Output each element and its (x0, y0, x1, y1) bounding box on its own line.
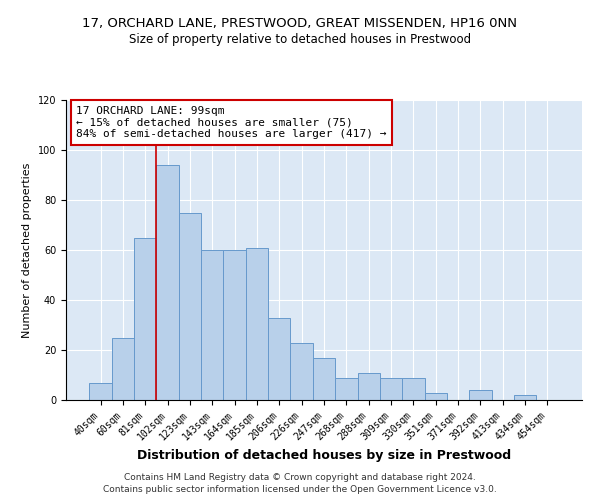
Text: Contains HM Land Registry data © Crown copyright and database right 2024.: Contains HM Land Registry data © Crown c… (124, 472, 476, 482)
Text: 17, ORCHARD LANE, PRESTWOOD, GREAT MISSENDEN, HP16 0NN: 17, ORCHARD LANE, PRESTWOOD, GREAT MISSE… (83, 18, 517, 30)
Bar (268, 318, 290, 400)
Text: 17 ORCHARD LANE: 99sqm
← 15% of detached houses are smaller (75)
84% of semi-det: 17 ORCHARD LANE: 99sqm ← 15% of detached… (76, 106, 387, 139)
X-axis label: Distribution of detached houses by size in Prestwood: Distribution of detached houses by size … (137, 448, 511, 462)
Bar (134, 238, 157, 400)
Bar (89, 382, 112, 400)
Bar (469, 390, 491, 400)
Bar (179, 212, 201, 400)
Bar (402, 378, 425, 400)
Text: Contains public sector information licensed under the Open Government Licence v3: Contains public sector information licen… (103, 485, 497, 494)
Bar (380, 378, 402, 400)
Bar (112, 338, 134, 400)
Bar (290, 342, 313, 400)
Bar (335, 378, 358, 400)
Bar (201, 250, 223, 400)
Bar (157, 165, 179, 400)
Y-axis label: Number of detached properties: Number of detached properties (22, 162, 32, 338)
Bar (358, 372, 380, 400)
Bar (425, 392, 447, 400)
Bar (223, 250, 246, 400)
Text: Size of property relative to detached houses in Prestwood: Size of property relative to detached ho… (129, 32, 471, 46)
Bar (246, 248, 268, 400)
Bar (514, 395, 536, 400)
Bar (313, 358, 335, 400)
